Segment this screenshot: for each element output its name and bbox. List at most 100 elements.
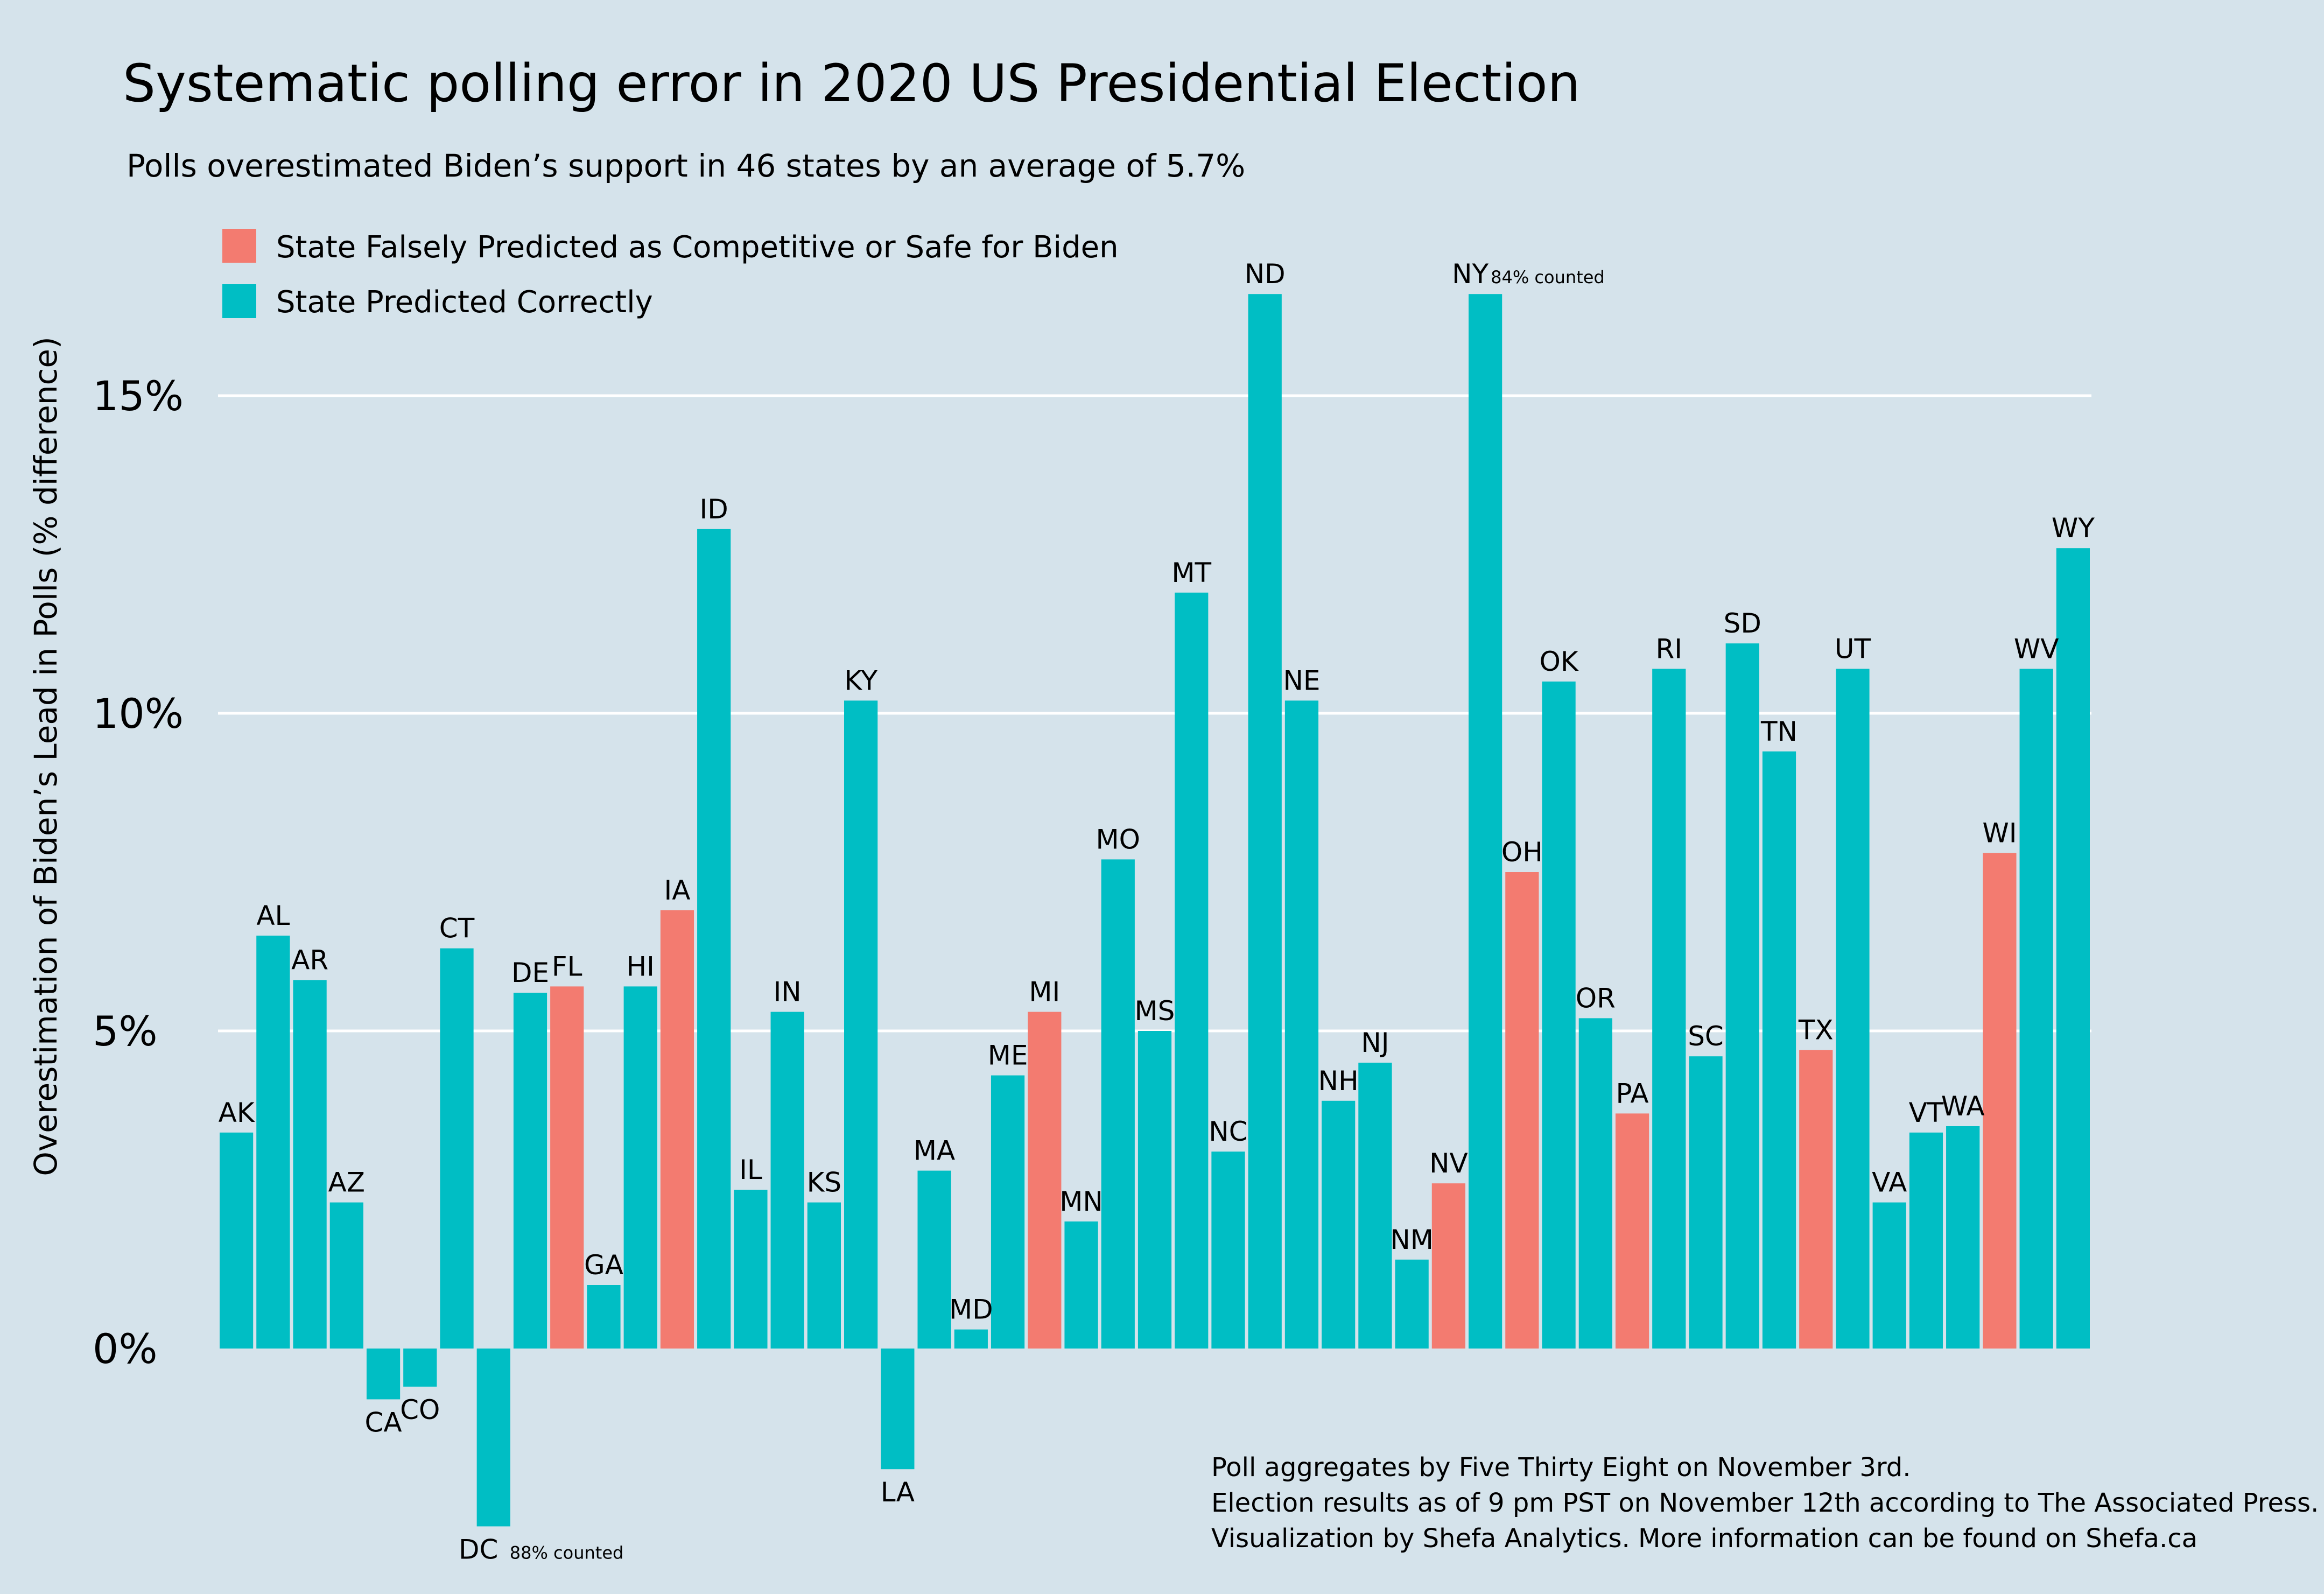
bar-md [954, 1329, 988, 1349]
bar-fl [550, 986, 584, 1349]
bars [220, 294, 2090, 1527]
legend-label-correct-prediction: State Predicted Correctly [276, 285, 653, 320]
bar-label-ky: KY [844, 665, 877, 696]
bar-label-az: AZ [328, 1167, 365, 1198]
bar-va [1872, 1202, 1906, 1349]
footnote-credit: Visualization by Shefa Analytics. More i… [1211, 1523, 2197, 1554]
bar-label-mo: MO [1096, 824, 1141, 855]
bar-vt [1909, 1132, 1943, 1349]
bar-label-ne: NE [1283, 665, 1320, 696]
bar-co [403, 1349, 437, 1387]
bar-label-va: VA [1872, 1167, 1907, 1198]
bar-ak [220, 1132, 254, 1349]
bar-ok [1542, 682, 1576, 1349]
bar-me [991, 1075, 1025, 1349]
bar-in [770, 1012, 804, 1349]
bar-label-ms: MS [1135, 995, 1175, 1027]
bar-label-la: LA [881, 1477, 915, 1508]
bar-ar [293, 980, 327, 1349]
bar-ga [587, 1285, 621, 1349]
bar-label-sd: SD [1724, 608, 1761, 639]
bar-label-ia: IA [664, 875, 690, 906]
bar-label-id: ID [700, 494, 728, 525]
bar-label-fl: FL [552, 951, 582, 982]
bar-mt [1175, 592, 1209, 1349]
bar-label-il: IL [739, 1154, 762, 1185]
y-axis-ticks: 0% 5% 10% 15% [93, 372, 184, 1373]
bar-label-md: MD [949, 1294, 993, 1325]
bar-label-vt: VT [1909, 1097, 1944, 1128]
bar-de [513, 993, 547, 1349]
bar-hi [623, 986, 657, 1349]
bar-label-pa: PA [1616, 1078, 1648, 1109]
bar-label-sc: SC [1688, 1021, 1724, 1052]
bar-nh [1322, 1100, 1356, 1349]
footnote-source-polls: Poll aggregates by Five Thirty Eight on … [1211, 1452, 1911, 1483]
bar-label-ga: GA [584, 1249, 623, 1281]
bar-label-wv: WV [2014, 633, 2059, 664]
bar-oh [1505, 872, 1539, 1349]
bar-ms [1138, 1031, 1172, 1349]
bar-sc [1689, 1056, 1723, 1349]
bar-dc [476, 1349, 510, 1527]
bar-ma [917, 1170, 951, 1349]
bar-label-de: DE [511, 957, 549, 988]
bar-label-wy: WY [2052, 512, 2095, 544]
footnotes: Poll aggregates by Five Thirty Eight on … [1211, 1452, 2319, 1554]
bar-il [734, 1190, 768, 1349]
gridlines [218, 394, 2091, 1033]
bar-label-nh: NH [1318, 1065, 1359, 1097]
bar-label-ak: AK [219, 1097, 255, 1128]
bar-id [697, 529, 731, 1349]
bar-label-tn: TN [1760, 716, 1798, 747]
bar-label-mn: MN [1059, 1186, 1103, 1217]
bar-label-al: AL [256, 900, 290, 931]
bar-nc [1211, 1151, 1245, 1349]
bar-wa [1946, 1126, 1980, 1349]
bar-label-ma: MA [914, 1135, 955, 1167]
bar-label-hi: HI [627, 951, 655, 982]
chart-title: Systematic polling error in 2020 US Pres… [123, 53, 1580, 114]
legend-swatch-correct-prediction [222, 284, 256, 318]
bar-label-nd: ND [1245, 258, 1286, 290]
bar-label-ca: CA [364, 1407, 402, 1438]
bar-nj [1358, 1063, 1392, 1349]
bar-label-mi: MI [1029, 977, 1060, 1008]
bar-label-ct: CT [439, 913, 475, 944]
bar-label-me: ME [988, 1040, 1028, 1071]
bar-nm [1395, 1259, 1429, 1349]
bar-ut [1836, 669, 1870, 1349]
bar-or [1578, 1018, 1612, 1349]
bar-ct [440, 948, 474, 1349]
bar-label-tx: TX [1798, 1014, 1834, 1045]
bar-sd [1725, 643, 1759, 1349]
bar-ia [660, 910, 694, 1349]
bar-ca [366, 1349, 401, 1400]
bar-wy [2056, 548, 2090, 1349]
bar-label-oh: OH [1501, 837, 1543, 868]
bar-ky [844, 700, 878, 1349]
bar-nd [1248, 294, 1282, 1349]
bar-nv [1431, 1183, 1465, 1349]
bar-wv [2019, 669, 2053, 1349]
y-tick-label: 10% [93, 690, 184, 738]
bar-label-ks: KS [807, 1167, 842, 1198]
bar-tx [1799, 1050, 1833, 1349]
chart-subtitle: Polls overestimated Biden’s support in 4… [127, 148, 1245, 184]
bar-wi [1983, 853, 2017, 1349]
y-axis-label: Overestimation of Biden’s Lead in Polls … [27, 336, 64, 1176]
bar-la [881, 1349, 915, 1470]
bar-label-wi: WI [1982, 818, 2017, 849]
bar-ne [1284, 700, 1319, 1349]
bar-label-ut: UT [1835, 633, 1871, 664]
bar-mn [1064, 1221, 1098, 1349]
bar-mi [1028, 1012, 1062, 1349]
bar-az [329, 1202, 363, 1349]
bar-note-dc: 88% counted [510, 1542, 624, 1563]
bar-label-nc: NC [1209, 1116, 1247, 1147]
bar-note-ny: 84% counted [1491, 267, 1605, 287]
bar-pa [1615, 1113, 1649, 1349]
bar-label-nv: NV [1429, 1148, 1468, 1179]
